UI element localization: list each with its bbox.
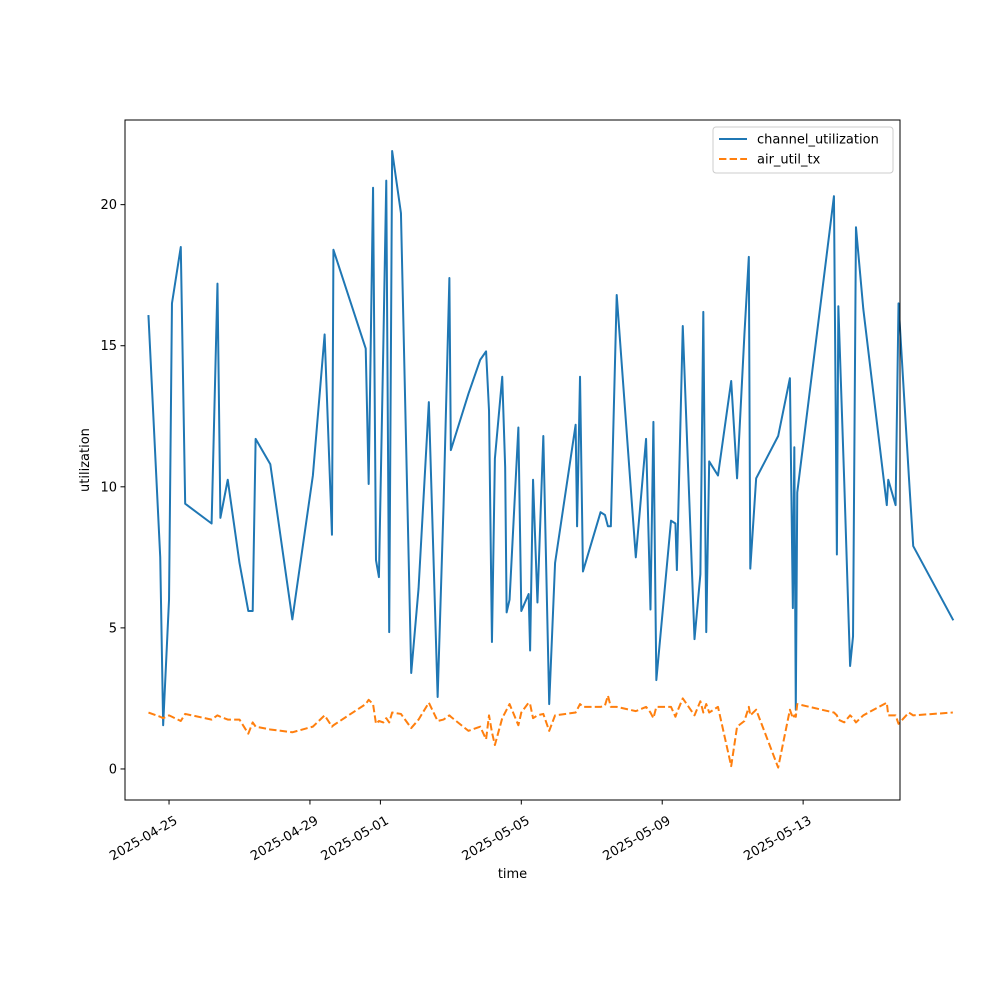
- y-tick-label: 10: [100, 480, 117, 495]
- plot-frame: [125, 120, 900, 800]
- y-tick-label: 20: [100, 198, 117, 213]
- axes-border: [124, 119, 901, 801]
- legend-box: [712, 126, 894, 174]
- x-tick-label: 2025-05-01: [319, 813, 392, 864]
- series-line-channel-utilization: [147, 150, 955, 727]
- x-axis-label: time: [498, 867, 527, 882]
- x-tick-label: 2025-05-09: [600, 813, 673, 864]
- y-tick-label: 15: [100, 339, 117, 354]
- x-tick-label: 2025-05-05: [460, 813, 533, 864]
- x-tick-label: 2025-05-13: [741, 813, 814, 864]
- legend-label-air-util-tx: air_util_tx: [757, 153, 821, 168]
- legend: channel_utilization air_util_tx: [712, 126, 894, 174]
- y-axis-label: utilization: [78, 428, 93, 492]
- y-tick-label: 5: [109, 621, 117, 636]
- y-axis-ticks: 0 5 10 15 20: [100, 198, 125, 777]
- legend-label-channel-utilization: channel_utilization: [757, 133, 879, 148]
- axes-spines: [124, 119, 901, 801]
- x-tick-label: 2025-04-29: [248, 813, 321, 864]
- plot-area: [125, 120, 900, 800]
- y-tick-label: 0: [109, 762, 117, 777]
- series-line-air-util-tx: [148, 694, 953, 769]
- x-tick-label: 2025-04-25: [107, 813, 180, 864]
- series-layer: [147, 150, 955, 769]
